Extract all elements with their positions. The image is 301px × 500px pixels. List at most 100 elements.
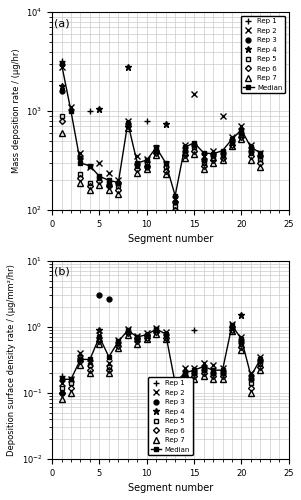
Median	[164, 160, 167, 166]
Rep 7	[240, 136, 243, 142]
Rep 2	[192, 364, 196, 370]
Rep 5	[192, 144, 196, 150]
Rep 2	[221, 364, 224, 370]
Rep 3	[116, 180, 120, 186]
Rep 3	[145, 164, 149, 170]
Rep 4	[60, 83, 63, 89]
Line: Rep 7: Rep 7	[59, 125, 263, 218]
Rep 2	[183, 364, 186, 370]
Median	[259, 356, 262, 362]
Rep 5	[240, 132, 243, 138]
Line: Rep 7: Rep 7	[59, 328, 263, 402]
Median	[192, 367, 196, 373]
Rep 7	[145, 336, 149, 342]
Rep 3	[221, 370, 224, 376]
Rep 2	[259, 150, 262, 156]
Rep 1	[88, 108, 92, 114]
Rep 4	[98, 106, 101, 112]
Median	[240, 336, 243, 342]
Rep 5	[221, 152, 224, 158]
Rep 2	[249, 142, 253, 148]
Rep 2	[211, 148, 215, 154]
Rep 5	[107, 364, 111, 370]
Rep 3	[230, 324, 234, 330]
Rep 3	[240, 130, 243, 136]
Median	[60, 61, 63, 67]
Rep 5	[173, 387, 177, 393]
Rep 5	[145, 333, 149, 339]
Rep 7	[154, 331, 158, 337]
Rep 6	[211, 373, 215, 379]
Rep 3	[60, 390, 63, 396]
Rep 7	[249, 390, 253, 396]
Rep 6	[202, 370, 205, 376]
Rep 6	[98, 178, 101, 184]
Rep 7	[202, 166, 205, 172]
Median	[69, 108, 73, 114]
Rep 5	[173, 203, 177, 209]
Median	[230, 136, 234, 142]
Rep 5	[192, 370, 196, 376]
Rep 3	[202, 157, 205, 163]
Median	[135, 334, 139, 340]
Rep 6	[145, 163, 149, 169]
Median	[173, 192, 177, 198]
Median	[192, 140, 196, 145]
Rep 6	[240, 344, 243, 349]
Rep 5	[202, 364, 205, 370]
Rep 3	[173, 396, 177, 402]
Rep 5	[79, 172, 82, 177]
Rep 5	[240, 341, 243, 347]
Rep 6	[60, 118, 63, 124]
Rep 3	[98, 292, 101, 298]
Rep 1	[192, 327, 196, 333]
Median	[183, 144, 186, 150]
Rep 2	[154, 325, 158, 331]
Rep 7	[126, 124, 130, 130]
Rep 5	[79, 354, 82, 360]
Rep 3	[173, 200, 177, 205]
Rep 3	[259, 154, 262, 160]
Rep 6	[135, 166, 139, 172]
Median	[69, 376, 73, 382]
Rep 7	[230, 144, 234, 150]
Rep 3	[135, 335, 139, 341]
Rep 2	[192, 90, 196, 96]
Rep 6	[88, 367, 92, 373]
Rep 6	[135, 338, 139, 344]
Median	[145, 332, 149, 338]
Median	[98, 174, 101, 180]
Rep 7	[116, 191, 120, 197]
Rep 7	[192, 151, 196, 157]
Rep 3	[107, 296, 111, 302]
Rep 7	[98, 182, 101, 188]
Rep 6	[202, 163, 205, 169]
X-axis label: Segment number: Segment number	[128, 483, 213, 493]
Rep 6	[69, 384, 73, 390]
Rep 6	[164, 168, 167, 174]
Median	[211, 367, 215, 373]
Rep 2	[126, 118, 130, 124]
Median	[88, 356, 92, 362]
Rep 6	[192, 148, 196, 154]
Rep 1	[145, 118, 149, 124]
Rep 5	[221, 370, 224, 376]
Line: Rep 2: Rep 2	[59, 64, 263, 202]
Rep 2	[98, 332, 101, 338]
Rep 5	[69, 380, 73, 386]
Median	[135, 160, 139, 166]
Rep 5	[135, 163, 139, 169]
Rep 3	[183, 373, 186, 379]
Rep 2	[164, 330, 167, 336]
Rep 7	[98, 341, 101, 347]
Rep 2	[60, 380, 63, 386]
Rep 7	[164, 336, 167, 342]
Text: (a): (a)	[54, 18, 70, 28]
Rep 6	[221, 154, 224, 160]
Rep 6	[107, 367, 111, 373]
Rep 5	[230, 325, 234, 331]
Rep 6	[183, 152, 186, 158]
Rep 1	[60, 373, 63, 379]
Rep 6	[249, 384, 253, 390]
Rep 5	[211, 154, 215, 160]
